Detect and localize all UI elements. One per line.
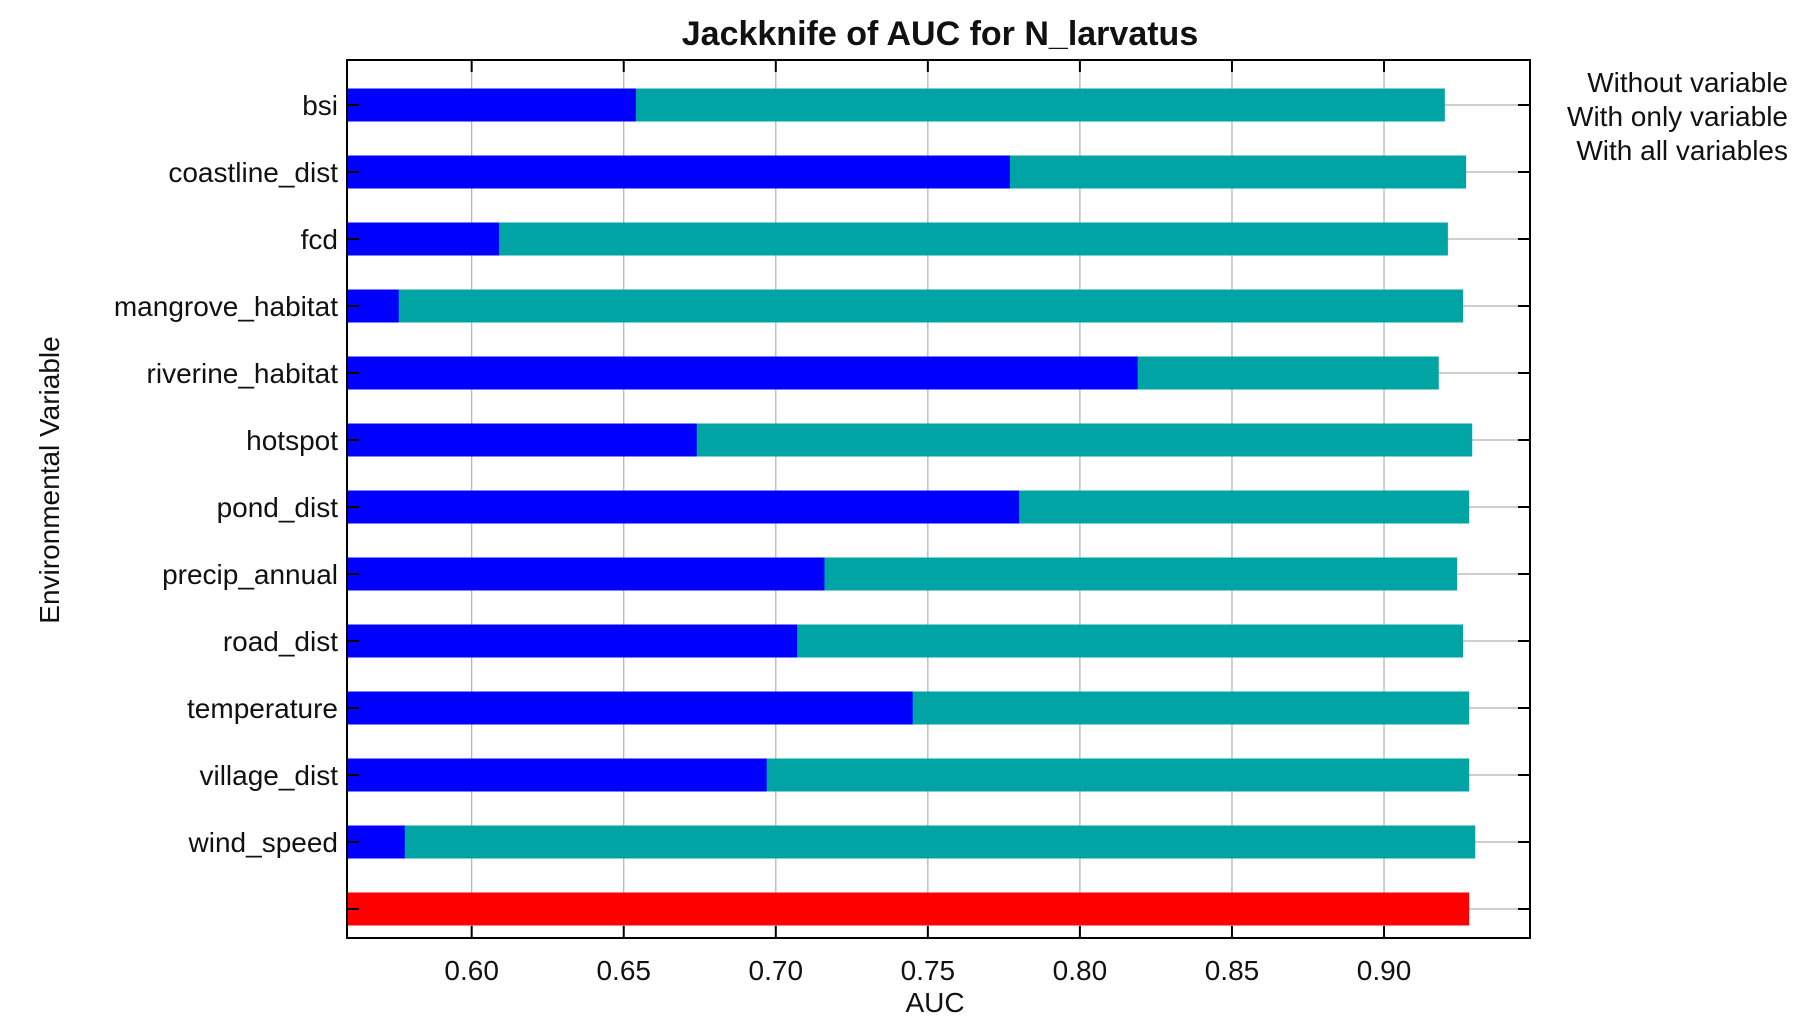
bar-with-only-variable [347,758,767,792]
bar-with-only-variable [347,691,913,725]
y-tick-label: bsi [302,90,338,121]
x-axis-label: AUC [905,987,964,1017]
bar-with-only-variable [347,88,636,122]
bar-without-variable [347,825,1476,859]
plot-frame [346,59,1531,939]
y-tick-label: wind_speed [188,827,338,858]
x-tick-label: 0.60 [444,955,499,986]
x-tick-label: 0.85 [1205,955,1260,986]
bar-with-all-variables [347,892,1470,926]
y-tick-label: hotspot [246,425,338,456]
bar-with-only-variable [347,490,1020,524]
y-tick-label: fcd [301,224,338,255]
bar-with-only-variable [347,557,825,591]
ticks [347,60,1530,938]
legend-entry: With all variables [1576,135,1788,166]
y-tick-label: precip_annual [162,559,338,590]
y-tick-label: village_dist [199,760,338,791]
legend-entry: Without variable [1587,67,1788,98]
x-tick-label: 0.90 [1357,955,1412,986]
x-tick-labels: 0.60 0.65 0.70 0.75 0.80 0.85 0.90 [444,955,1411,986]
bar-with-only-variable [347,624,798,658]
y-tick-label: temperature [187,693,338,724]
bar-with-only-variable [347,155,1010,189]
y-axis-label: Environmental Variable [34,336,65,623]
bar-without-variable [347,289,1464,323]
bars [347,88,1476,926]
y-tick-label: mangrove_habitat [114,291,338,322]
bar-without-variable [347,222,1448,256]
legend-entry: With only variable [1567,101,1788,132]
x-tick-label: 0.70 [749,955,804,986]
y-tick-label: coastline_dist [168,157,338,188]
y-tick-label: riverine_habitat [147,358,339,389]
y-tick-label: pond_dist [217,492,339,523]
x-tick-label: 0.75 [901,955,956,986]
bar-with-only-variable [347,356,1138,390]
y-tick-label: road_dist [223,626,338,657]
chart-title: Jackknife of AUC for N_larvatus [682,15,1198,53]
x-tick-label: 0.80 [1053,955,1108,986]
x-tick-label: 0.65 [596,955,651,986]
bar-with-only-variable [347,423,697,457]
bar-with-only-variable [347,222,500,256]
